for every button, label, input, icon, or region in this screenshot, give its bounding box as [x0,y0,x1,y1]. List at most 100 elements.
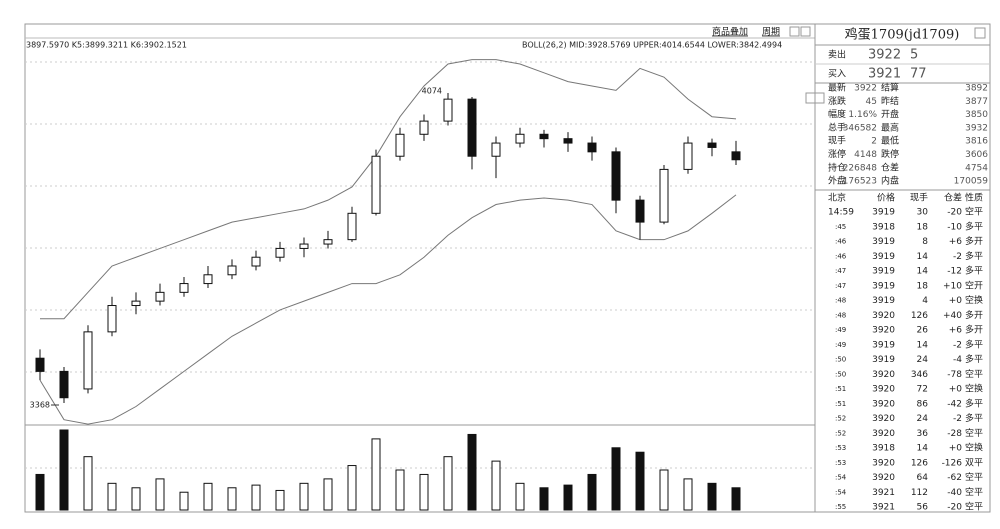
indicator-text: 3897.5970 K5:3899.3211 K6:3902.1521 [26,41,187,50]
stat-label: 现手 [828,135,846,147]
volume-bar [611,447,621,511]
stat-value: 3606 [965,150,988,160]
trade-cell: 3921 [872,503,895,513]
quote-title: 鸡蛋1709(jd1709) [845,27,960,43]
trade-cell: -12 [947,267,962,277]
stat-value: 4148 [854,150,877,160]
trade-cell: 3918 [872,222,895,232]
stat-value: 3877 [965,97,988,107]
trade-cell: :53 [835,459,846,467]
trade-cell: 双平 [965,457,983,468]
trade-cell: 3919 [872,252,895,262]
trade-cell: +40 [943,311,962,321]
trade-cell: 3919 [872,355,895,365]
candle-body [131,300,141,307]
volume-bar [419,473,429,511]
trade-cell: 空平 [965,501,983,513]
trade-cell: 3919 [872,296,895,306]
quote-label: 买入 [828,69,846,80]
volume-bar [731,487,741,511]
icon-button[interactable] [800,26,811,37]
trade-cell: :54 [835,474,847,482]
trade-cell: 多平 [965,250,983,262]
candle-body [611,151,621,201]
trade-cell: 346 [911,370,928,380]
trade-cell: 多平 [965,397,983,409]
candle-body [491,142,501,157]
candle-body [35,357,45,372]
trade-cell: 3919 [872,267,895,277]
trade-cell: 24 [917,355,929,365]
candle-body [371,155,381,214]
volume-bar [179,491,189,511]
trade-cell: +0 [949,385,963,395]
trade-cell: +6 [949,237,963,247]
trade-cell: 3919 [872,208,895,218]
trade-cell: 多开 [965,324,983,336]
boll-band [40,59,737,320]
trade-cell: :46 [835,252,847,260]
candle-body [83,331,93,390]
trade-cell: -28 [947,429,962,439]
trade-cell: -40 [947,488,962,498]
volume-bar [587,473,597,511]
trade-cell: 多平 [965,265,983,277]
quote-price: 3922 [868,48,901,63]
trade-cell: 24 [917,414,929,424]
icon-button[interactable] [789,26,800,37]
volume-bar [131,487,141,511]
trade-header: 价格 [877,192,895,204]
trade-header: 现手 [910,192,928,204]
trade-cell: :49 [835,326,846,334]
trade-cell: -20 [947,208,962,218]
trade-cell: 126 [911,311,928,321]
candle-body [347,212,357,241]
trade-cell: :47 [835,267,846,275]
candle-body [587,142,597,153]
trade-cell: 多平 [965,412,983,424]
trade-cell: 64 [917,473,929,483]
volume-bar [251,484,261,511]
trade-cell: 4 [922,296,928,306]
trade-cell: 多开 [965,235,983,247]
trade-cell: 3920 [872,326,895,336]
window-frame [24,23,991,513]
trade-cell: 空开 [965,279,983,291]
volume-bar [83,456,93,511]
stat-value: 4754 [965,163,988,173]
candle-body [419,120,429,135]
trade-cell: 空平 [965,471,983,483]
trade-cell: 3920 [872,473,895,483]
trade-cell: 3920 [872,399,895,409]
trade-cell: +10 [943,281,962,291]
volume-bar [203,482,213,511]
icon-button[interactable] [974,27,986,39]
volume-bar [515,482,525,511]
trade-cell: 14 [917,252,929,262]
stat-label: 内盘 [881,175,899,187]
candle-body [515,133,525,144]
trade-cell: 空换 [965,383,983,395]
stat-label: 跌停 [881,148,899,160]
toolbar-button[interactable]: 周期 [762,27,780,38]
candle-body [731,151,741,161]
stat-label: 仓差 [881,161,899,173]
trade-cell: -20 [947,503,962,513]
volume-bar [491,460,501,511]
candle-body [443,98,453,122]
volume-bar [227,487,237,511]
trade-cell: 26 [917,326,929,336]
candle-body [203,274,213,285]
toolbar-button[interactable]: 商品叠加 [712,26,748,38]
volume-bar [443,456,453,511]
trade-cell: -2 [953,340,962,350]
trade-cell: 30 [917,208,929,218]
trade-cell: 86 [917,399,929,409]
trade-cell: -78 [947,370,962,380]
trade-cell: 3921 [872,488,895,498]
quote-qty: 5 [910,48,918,63]
trade-cell: :53 [835,444,846,452]
candle-body [323,239,333,245]
quote-price: 3921 [868,67,901,82]
volume-bar [323,478,333,511]
